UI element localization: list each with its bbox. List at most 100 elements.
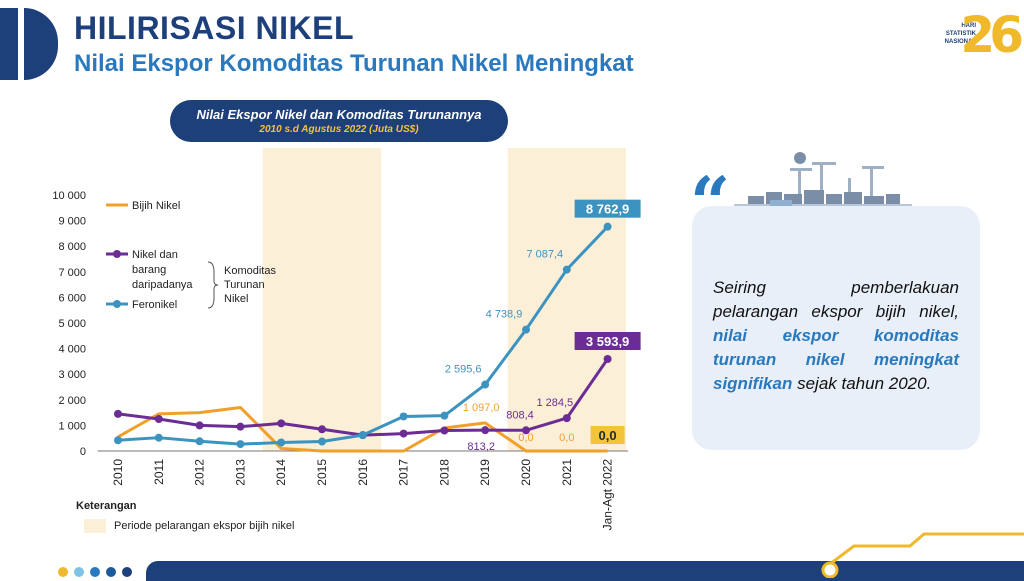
data-point [154, 433, 163, 442]
shaded-period-1 [507, 148, 626, 451]
footer-bar [146, 561, 1024, 581]
data-point [603, 222, 612, 231]
legend-label-2: Feronikel [132, 299, 177, 311]
logo-text-3: NASIONAL [944, 39, 976, 45]
x-tick-label: 2015 [315, 459, 329, 486]
data-point [318, 437, 326, 446]
brand-bar [0, 8, 18, 80]
y-tick-label: 6 000 [58, 292, 86, 304]
y-tick-label: 1 000 [58, 420, 86, 432]
data-label: 0,0 [599, 428, 617, 443]
x-tick-label: 2020 [519, 459, 533, 486]
page-subtitle: Nilai Ekspor Komoditas Turunan Nikel Men… [74, 50, 634, 77]
data-label: 813,2 [467, 441, 495, 453]
x-tick-label: 2012 [193, 459, 207, 486]
y-tick-label: 10 000 [52, 190, 86, 202]
data-point [236, 422, 245, 431]
data-point [522, 426, 530, 435]
data-point [481, 426, 490, 435]
legend-marker [113, 300, 121, 308]
decor-dot [58, 567, 68, 577]
y-tick-label: 9 000 [58, 216, 86, 228]
quote-text-part2: sejak tahun 2020. [792, 374, 932, 393]
data-point [236, 440, 245, 449]
chart-title: Nilai Ekspor Nikel dan Komoditas Turunan… [196, 107, 482, 122]
hsn-logo: HARI STATISTIK NASIONAL 26 [930, 6, 1024, 68]
data-label: 3 593,9 [586, 334, 629, 349]
data-point [195, 421, 204, 430]
data-label: 4 738,9 [486, 309, 523, 321]
page-title: HILIRISASI NIKEL [74, 10, 355, 46]
data-point [481, 380, 490, 389]
legend-label-0: Bijih Nikel [132, 200, 180, 212]
quote-mark-icon: “ [690, 161, 731, 244]
data-point [318, 425, 326, 434]
y-tick-label: 4 000 [58, 344, 86, 356]
data-point [114, 436, 122, 445]
data-point [399, 412, 408, 421]
note-title: Keterangan [76, 500, 137, 512]
circuit-decoration-icon [821, 532, 1024, 578]
decor-dot [122, 567, 132, 577]
line-chart: 0 1 000 2 000 3 000 4 000 5 000 6 000 7 000 8 00… [52, 148, 641, 531]
x-tick-label: 2018 [437, 459, 451, 486]
logo-number: 26 [960, 6, 1024, 64]
brand-block [24, 8, 58, 80]
quote-text-highlight: nilai ekspor komoditas turunan nikel men… [713, 326, 959, 393]
data-point [114, 409, 122, 418]
x-tick-label: 2010 [111, 459, 125, 486]
legend-marker [113, 250, 121, 258]
quote-card [692, 206, 980, 450]
x-tick-label: 2016 [356, 459, 370, 486]
shade-swatch [84, 519, 106, 533]
x-tick-label: 2011 [152, 459, 166, 485]
data-point [399, 429, 408, 438]
data-point [440, 411, 449, 420]
data-point [195, 437, 204, 446]
x-tick-label: 2019 [478, 459, 492, 486]
x-tick-label: Jan-Agt 2022 [601, 459, 615, 531]
data-label: 1 097,0 [463, 402, 500, 414]
x-tick-label: 2014 [274, 459, 288, 486]
data-label: 2 595,6 [445, 364, 482, 376]
data-point [358, 431, 367, 440]
logo-text-1: HARI [961, 23, 976, 29]
legend-brace [207, 261, 219, 309]
y-tick-label: 3 000 [58, 369, 86, 381]
data-point [277, 438, 286, 447]
shaded-period-0 [262, 148, 382, 451]
data-label: 0,0 [518, 432, 533, 444]
chart-subtitle: 2010 s.d Agustus 2022 (Juta US$) [259, 124, 419, 135]
legend-label-1: Nikel dan barang daripadanya [132, 249, 193, 291]
logo-text-2: STATISTIK [945, 31, 976, 37]
x-tick-label: 2013 [233, 459, 247, 486]
chart-title-pill: Nilai Ekspor Nikel dan Komoditas Turunan… [170, 100, 508, 142]
data-point [522, 325, 530, 334]
note-label: Periode pelarangan ekspor bijih nikel [114, 520, 295, 532]
data-point [603, 354, 612, 363]
data-point [562, 265, 571, 274]
data-point [440, 426, 449, 435]
data-label: 0,0 [559, 432, 574, 444]
y-tick-label: 5 000 [58, 318, 86, 330]
data-point [277, 419, 286, 428]
x-tick-label: 2021 [560, 459, 574, 486]
data-label-box [574, 331, 641, 350]
decor-dot [90, 567, 100, 577]
quote-text-part1: Seiring pemberlakuan pelarangan ekspor b… [713, 278, 959, 321]
data-label-box [590, 426, 625, 444]
legend-group-label: Komoditas Turunan Nikel [224, 265, 276, 305]
y-tick-label: 7 000 [58, 267, 86, 279]
series-line-0 [117, 405, 608, 453]
decor-dot [74, 567, 84, 577]
data-label: 8 762,9 [586, 202, 629, 217]
data-label-box [574, 199, 641, 218]
data-point [562, 414, 571, 423]
data-point [154, 415, 163, 423]
data-label: 1 284,5 [536, 397, 573, 409]
x-tick-label: 2017 [397, 459, 411, 486]
quote-text: Seiring pemberlakuan pelarangan ekspor b… [713, 276, 959, 396]
decor-dot [106, 567, 116, 577]
y-tick-label: 0 [80, 446, 86, 458]
y-tick-label: 2 000 [58, 395, 86, 407]
